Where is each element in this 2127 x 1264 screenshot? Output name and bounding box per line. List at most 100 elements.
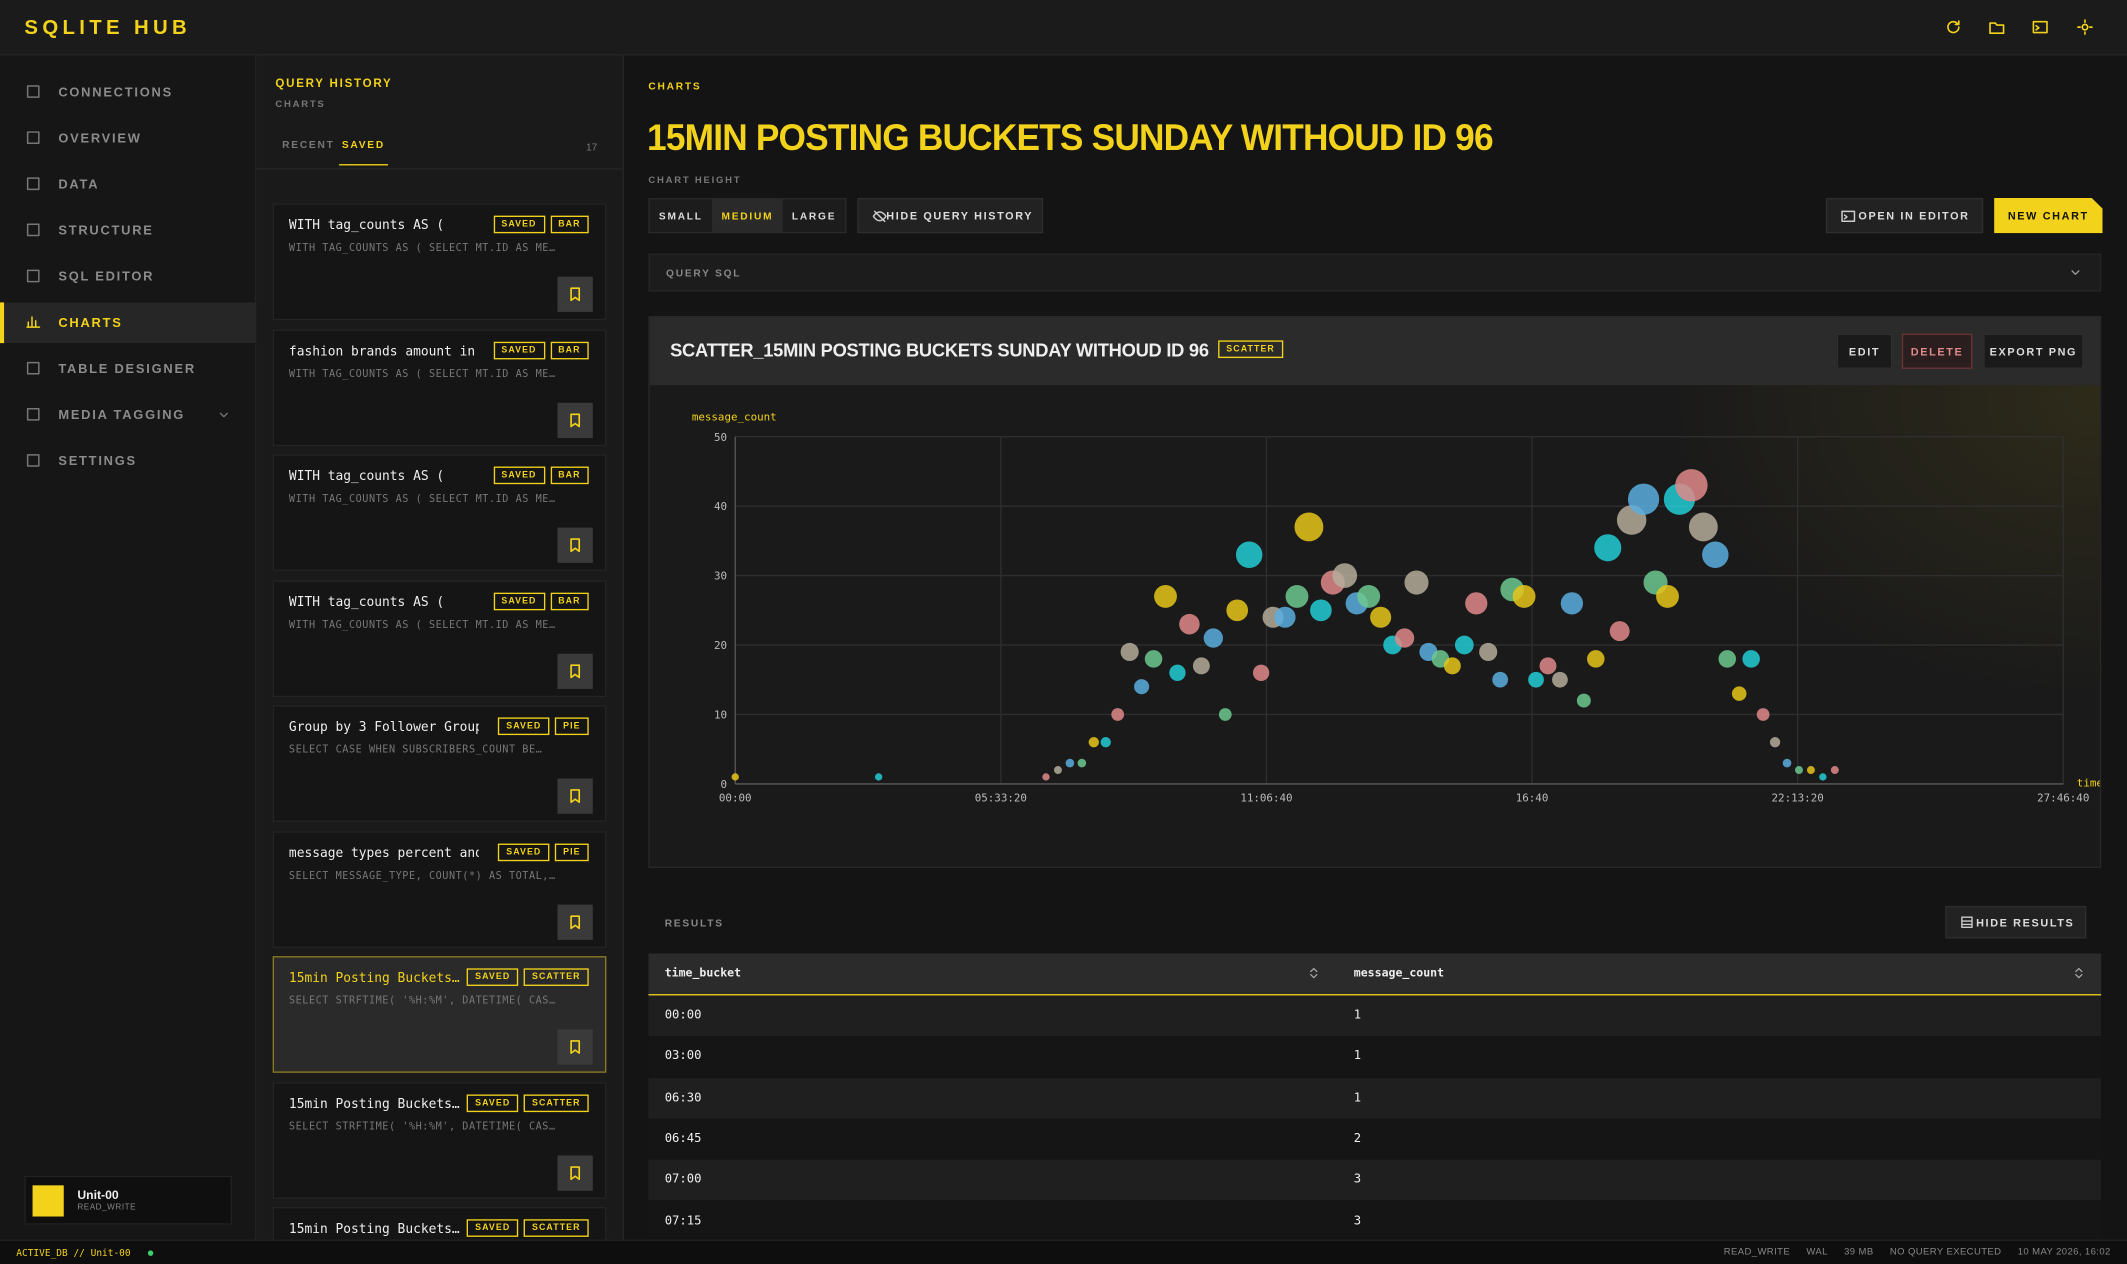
history-tag: SCATTER bbox=[523, 1093, 589, 1112]
nav-icon bbox=[26, 85, 40, 98]
bookmark-button[interactable] bbox=[557, 1154, 593, 1191]
open-editor-button[interactable]: OPEN IN EDITOR bbox=[1825, 198, 1984, 234]
history-tag: BAR bbox=[550, 466, 589, 485]
history-tab[interactable]: SAVED bbox=[339, 138, 388, 166]
column-header[interactable]: message_count bbox=[1353, 966, 1445, 981]
height-option[interactable]: SMALL bbox=[658, 209, 703, 222]
bookmark-button[interactable] bbox=[557, 653, 593, 689]
new-chart-button[interactable]: NEW CHART bbox=[1994, 198, 2103, 234]
plot-frame bbox=[734, 436, 2064, 785]
table-cell: 3 bbox=[1353, 1214, 1362, 1229]
query-sql-bar[interactable]: QUERY SQL bbox=[648, 253, 2102, 292]
toolbar-icon-shape bbox=[2077, 19, 2093, 35]
table-cell: 07:00 bbox=[664, 1173, 702, 1187]
chart-action[interactable]: EXPORT PNG bbox=[1983, 333, 2084, 369]
history-card[interactable]: message types percent and … SAVED PIE SELEC… bbox=[272, 830, 607, 948]
y-tick-label: 30 bbox=[714, 570, 727, 583]
bookmark-button[interactable] bbox=[557, 402, 593, 438]
point bbox=[1394, 628, 1415, 648]
history-card-tags: SAVED SCATTER bbox=[466, 968, 589, 986]
point bbox=[1552, 671, 1568, 688]
toolbar-icon[interactable] bbox=[2077, 19, 2093, 35]
point bbox=[1806, 766, 1815, 774]
nav-icon-shape bbox=[26, 454, 40, 467]
bookmark-button[interactable] bbox=[557, 903, 593, 940]
nav-icon bbox=[26, 269, 40, 283]
history-card-sql: SELECT STRFTIME( '%H:%M', DATETIME( CAS… bbox=[288, 1119, 556, 1132]
hide-icon-shape bbox=[872, 210, 887, 223]
y-tick-label: 20 bbox=[714, 639, 727, 652]
nav-item[interactable]: CONNECTIONS bbox=[0, 72, 256, 113]
history-card[interactable]: WITH tag_counts AS (SAVED BAR WITH TAG_COU… bbox=[272, 579, 607, 697]
nav-item[interactable]: STRUCTURE bbox=[0, 210, 256, 251]
point bbox=[1656, 584, 1679, 608]
point bbox=[1782, 758, 1792, 768]
history-card[interactable]: Group by 3 Follower Groups SAVED PIE SELECT… bbox=[272, 705, 607, 822]
point bbox=[1594, 534, 1622, 562]
nav-icon bbox=[26, 407, 40, 421]
history-card[interactable]: WITH tag_counts AS (SAVED BAR WITH TAG_COU… bbox=[272, 454, 607, 571]
nav-icon-shape bbox=[26, 177, 40, 191]
nav-item[interactable]: CHARTS bbox=[0, 302, 257, 344]
history-card-sql: SELECT MESSAGE_TYPE, COUNT(*) AS TOTAL,… bbox=[288, 868, 556, 881]
bookmark-button[interactable] bbox=[557, 778, 593, 814]
results-table: time_bucket message_count 00:00 1 03:00 1 06:3… bbox=[648, 953, 2102, 1240]
point bbox=[874, 773, 883, 781]
history-card[interactable]: 15min Posting Buckets…SAVEDSCATTERSELECT… bbox=[272, 1207, 607, 1240]
nav-label: STRUCTURE bbox=[58, 223, 154, 239]
nav-item[interactable]: MEDIA TAGGING bbox=[0, 395, 256, 436]
bookmark-icon bbox=[570, 914, 581, 929]
button-label: HIDE QUERY HISTORY bbox=[886, 209, 1034, 222]
hide-results-button[interactable]: HIDE RESULTS bbox=[1945, 905, 2087, 939]
nav-item[interactable]: TABLE DESIGNER bbox=[0, 349, 256, 390]
history-tag: SAVED bbox=[493, 466, 545, 485]
point bbox=[1576, 693, 1591, 708]
height-option[interactable]: MEDIUM bbox=[711, 199, 782, 232]
history-tag: SCATTER bbox=[523, 1219, 589, 1237]
history-card-tags: SAVED BAR bbox=[493, 215, 589, 234]
chart-action[interactable]: EDIT bbox=[1836, 333, 1893, 369]
nav-item[interactable]: SQL EDITOR bbox=[0, 256, 256, 297]
app-title: SQLITE HUB bbox=[24, 16, 192, 40]
bookmark-button[interactable] bbox=[557, 527, 593, 563]
point bbox=[1443, 657, 1461, 675]
height-option[interactable]: LARGE bbox=[781, 199, 846, 232]
results-icon-shape bbox=[1961, 916, 1973, 928]
nav-item[interactable]: OVERVIEW bbox=[0, 118, 256, 159]
toolbar-icon[interactable] bbox=[2032, 19, 2048, 35]
history-divider bbox=[256, 168, 623, 170]
nav-icon-shape bbox=[26, 223, 40, 237]
toolbar-icon[interactable] bbox=[1989, 19, 2005, 35]
history-subtitle: CHARTS bbox=[275, 100, 326, 110]
hide-icon bbox=[872, 210, 887, 223]
nav-item[interactable]: SETTINGS bbox=[0, 441, 256, 482]
history-tab[interactable]: RECENT bbox=[282, 138, 335, 151]
point bbox=[1053, 766, 1062, 774]
point bbox=[1731, 686, 1747, 701]
history-card[interactable]: fashion brands amount in … SAVED BAR WITH T… bbox=[272, 328, 607, 446]
point bbox=[1179, 613, 1200, 635]
point bbox=[1192, 657, 1210, 675]
page-title: 15MIN POSTING BUCKETS SUNDAY WITHOUD ID … bbox=[647, 115, 1494, 159]
bookmark-button[interactable] bbox=[557, 1029, 593, 1065]
history-card-sql: WITH TAG_COUNTS AS ( SELECT MT.ID AS ME… bbox=[288, 366, 556, 380]
history-card-title: Group by 3 Follower Groups bbox=[288, 720, 479, 736]
x-tick-label: 11:06:40 bbox=[1240, 792, 1292, 805]
bookmark-icon-shape bbox=[570, 1040, 581, 1054]
column-header[interactable]: time_bucket bbox=[664, 966, 742, 981]
history-card-sql: SELECT CASE WHEN SUBSCRIBERS_COUNT BE… bbox=[288, 743, 543, 756]
point bbox=[1528, 671, 1544, 688]
chart-action[interactable]: DELETE bbox=[1901, 333, 1973, 369]
status-item: 39 MB bbox=[1844, 1247, 1874, 1258]
hide-history-button[interactable]: HIDE QUERY HISTORY bbox=[857, 198, 1044, 234]
toolbar-icon[interactable] bbox=[1945, 19, 1961, 35]
nav-icon-shape bbox=[26, 85, 40, 98]
status-db: ACTIVE_DB // Unit-00 bbox=[16, 1247, 131, 1259]
history-card[interactable]: WITH tag_counts AS (SAVED BAR WITH TAG_COU… bbox=[272, 203, 607, 321]
point bbox=[1077, 758, 1087, 768]
history-card-title: message types percent and … bbox=[288, 845, 479, 861]
bookmark-button[interactable] bbox=[557, 276, 593, 312]
nav-item[interactable]: DATA bbox=[0, 164, 256, 205]
